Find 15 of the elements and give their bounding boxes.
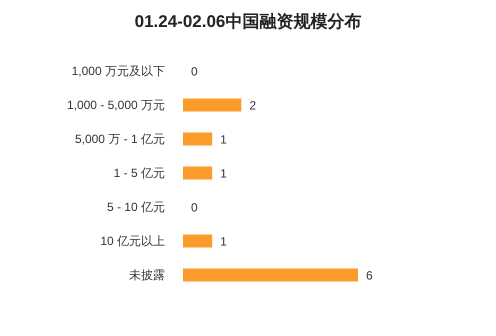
- data-label: 0: [191, 64, 198, 78]
- category-label: 1,000 万元及以下: [72, 64, 165, 78]
- category-label: 10 亿元以上: [100, 234, 165, 248]
- data-label: 1: [220, 166, 227, 180]
- category-label: 未披露: [129, 268, 165, 282]
- data-label: 2: [249, 98, 256, 112]
- category-label: 5 - 10 亿元: [106, 200, 165, 214]
- title: 01.24-02.06中国融资规模分布: [134, 12, 362, 31]
- data-label: 1: [220, 132, 227, 146]
- category-label: 1,000 - 5,000 万元: [66, 98, 165, 112]
- category-label: 5,000 万 - 1 亿元: [74, 132, 165, 146]
- category-label: 1 - 5 亿元: [114, 166, 165, 180]
- data-label: 0: [191, 200, 198, 214]
- data-label: 1: [220, 234, 227, 248]
- data-label: 6: [366, 268, 373, 282]
